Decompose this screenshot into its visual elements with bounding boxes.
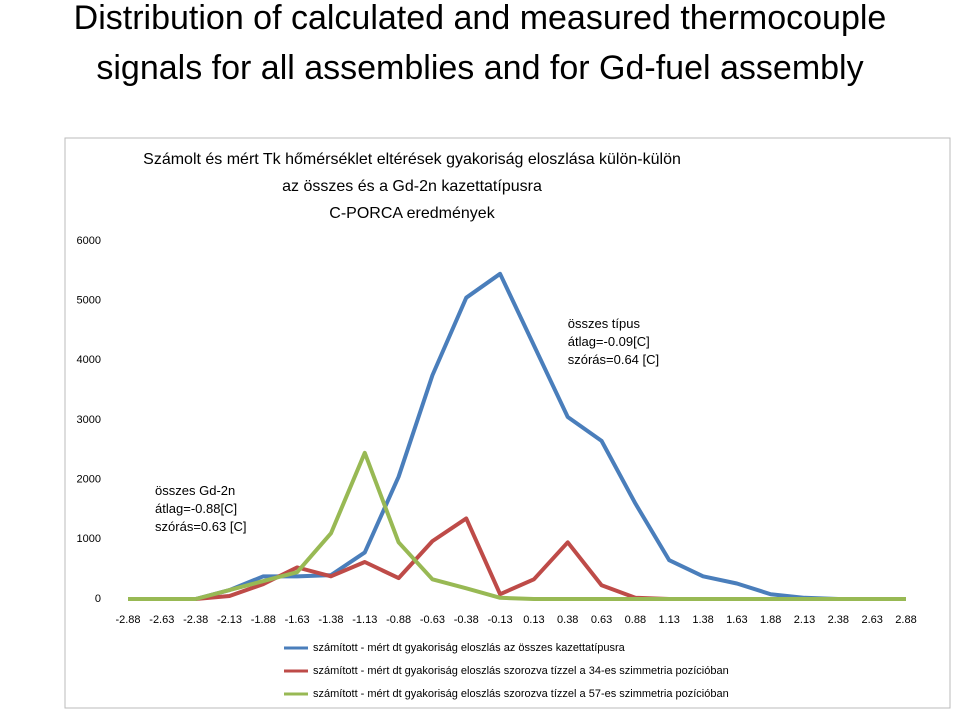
- annotation: szórás=0.64 [C]: [568, 352, 659, 367]
- x-tick-label: 1.63: [726, 614, 747, 626]
- chart-title: Számolt és mért Tk hőmérséklet eltérések…: [143, 151, 681, 168]
- x-tick-label: 1.88: [760, 614, 781, 626]
- x-tick-label: 0.38: [557, 614, 578, 626]
- y-tick-label: 3000: [77, 414, 101, 426]
- x-tick-label: -2.63: [149, 614, 174, 626]
- annotation: átlag=-0.88[C]: [155, 501, 237, 516]
- x-tick-label: 0.88: [625, 614, 646, 626]
- slide-title: signals for all assemblies and for Gd-fu…: [96, 49, 863, 87]
- y-tick-label: 4000: [77, 354, 101, 366]
- x-tick-label: 0.13: [523, 614, 544, 626]
- x-tick-label: 1.13: [659, 614, 680, 626]
- x-tick-label: -0.88: [386, 614, 411, 626]
- x-tick-label: 2.88: [895, 614, 916, 626]
- x-tick-label: -1.63: [285, 614, 310, 626]
- chart-title: C-PORCA eredmények: [329, 205, 495, 222]
- annotation: összes Gd-2n: [155, 483, 235, 498]
- annotation: szórás=0.63 [C]: [155, 519, 246, 534]
- x-tick-label: -2.13: [217, 614, 242, 626]
- y-tick-label: 5000: [77, 295, 101, 307]
- x-tick-label: -1.13: [352, 614, 377, 626]
- x-tick-label: -1.38: [318, 614, 343, 626]
- annotation: összes típus: [568, 316, 641, 331]
- x-tick-label: -0.63: [420, 614, 445, 626]
- legend-label: számított - mért dt gyakoriság eloszlás …: [313, 665, 729, 677]
- chart-frame: [64, 137, 951, 709]
- y-tick-label: 6000: [77, 235, 101, 247]
- annotation: átlag=-0.09[C]: [568, 334, 650, 349]
- x-tick-label: 2.38: [828, 614, 849, 626]
- x-tick-label: 2.63: [861, 614, 882, 626]
- chart-title: az összes és a Gd-2n kazettatípusra: [282, 178, 542, 195]
- y-tick-label: 0: [95, 593, 101, 605]
- x-tick-label: 2.13: [794, 614, 815, 626]
- series-line: [128, 450, 906, 601]
- x-tick-label: 1.38: [692, 614, 713, 626]
- x-tick-label: -2.88: [115, 614, 140, 626]
- x-tick-label: -0.38: [454, 614, 479, 626]
- legend-label: számított - mért dt gyakoriság eloszlás …: [313, 642, 626, 654]
- x-tick-label: -1.88: [251, 614, 276, 626]
- series-line: [128, 271, 906, 601]
- x-tick-label: -0.13: [488, 614, 513, 626]
- y-tick-label: 1000: [77, 533, 101, 545]
- x-tick-label: 0.63: [591, 614, 612, 626]
- x-tick-label: -2.38: [183, 614, 208, 626]
- y-tick-label: 2000: [77, 474, 101, 486]
- legend-label: számított - mért dt gyakoriság eloszlás …: [313, 688, 729, 700]
- slide-title: Distribution of calculated and measured …: [74, 0, 887, 37]
